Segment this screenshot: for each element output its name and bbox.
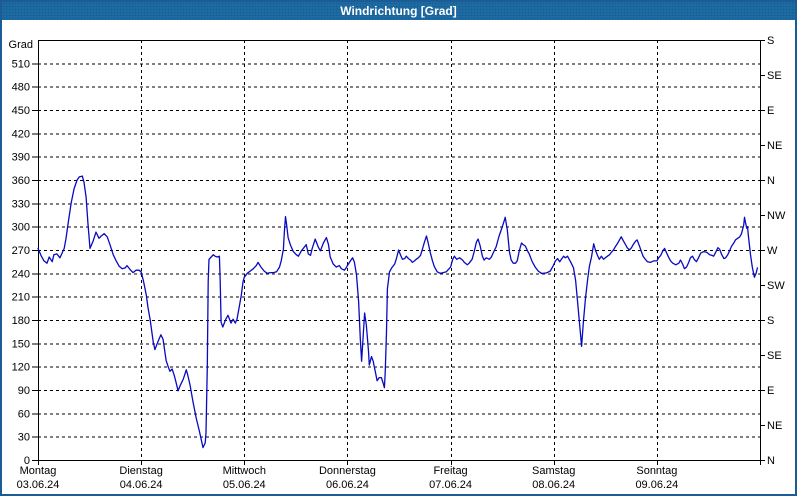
x-axis-date-label: 05.06.24 xyxy=(223,479,266,491)
y-axis-tick-label: 450 xyxy=(12,105,30,117)
compass-tick-label: S xyxy=(767,35,774,47)
y-axis-tick-label: 390 xyxy=(12,152,30,164)
compass-tick-label: NE xyxy=(767,140,782,152)
compass-tick-label: SW xyxy=(767,280,785,292)
compass-tick-label: E xyxy=(767,105,774,117)
compass-tick-label: SE xyxy=(767,350,782,362)
y-axis-tick-label: 420 xyxy=(12,128,30,140)
y-axis-tick-label: 180 xyxy=(12,315,30,327)
y-axis-tick-label: 30 xyxy=(18,432,30,444)
compass-tick-label: N xyxy=(767,455,775,467)
x-axis-date-label: 08.06.24 xyxy=(532,479,575,491)
x-axis-day-label: Freitag xyxy=(433,465,467,477)
y-axis-tick-label: 60 xyxy=(18,408,30,420)
compass-tick-label: NW xyxy=(767,210,786,222)
compass-tick-label: S xyxy=(767,315,774,327)
y-axis-tick-label: 120 xyxy=(12,362,30,374)
compass-tick-label: E xyxy=(767,385,774,397)
x-axis-day-label: Samstag xyxy=(532,465,575,477)
x-axis-day-label: Sonntag xyxy=(636,465,677,477)
x-axis-date-label: 09.06.24 xyxy=(635,479,678,491)
x-axis-date-label: 03.06.24 xyxy=(17,479,60,491)
x-axis-day-label: Dienstag xyxy=(119,465,162,477)
window-title: Windrichtung [Grad] xyxy=(340,4,457,18)
x-axis-day-label: Montag xyxy=(20,465,57,477)
x-axis-date-label: 04.06.24 xyxy=(120,479,163,491)
y-axis-tick-label: 150 xyxy=(12,338,30,350)
y-axis-tick-label: 210 xyxy=(12,292,30,304)
title-bar: Windrichtung [Grad] xyxy=(2,2,795,20)
compass-tick-label: SE xyxy=(767,70,782,82)
x-axis-day-label: Donnerstag xyxy=(319,465,376,477)
y-axis-tick-label: 240 xyxy=(12,268,30,280)
series-line xyxy=(37,175,759,449)
y-axis-tick-label: 300 xyxy=(12,222,30,234)
x-axis-date-label: 07.06.24 xyxy=(429,479,472,491)
y-axis-tick-label: 0 xyxy=(24,455,30,467)
y-axis-tick-label: 360 xyxy=(12,175,30,187)
x-axis-date-label: 06.06.24 xyxy=(326,479,369,491)
y-axis-tick-label: 90 xyxy=(18,385,30,397)
x-axis-day-label: Mittwoch xyxy=(223,465,266,477)
y-axis-unit-label: Grad xyxy=(9,39,33,51)
y-axis-tick-label: 270 xyxy=(12,245,30,257)
compass-tick-label: NE xyxy=(767,420,782,432)
compass-tick-label: W xyxy=(767,245,778,257)
y-axis-tick-label: 330 xyxy=(12,198,30,210)
compass-tick-label: N xyxy=(767,175,775,187)
y-axis-tick-label: 480 xyxy=(12,82,30,94)
y-axis-tick-label: 510 xyxy=(12,58,30,70)
